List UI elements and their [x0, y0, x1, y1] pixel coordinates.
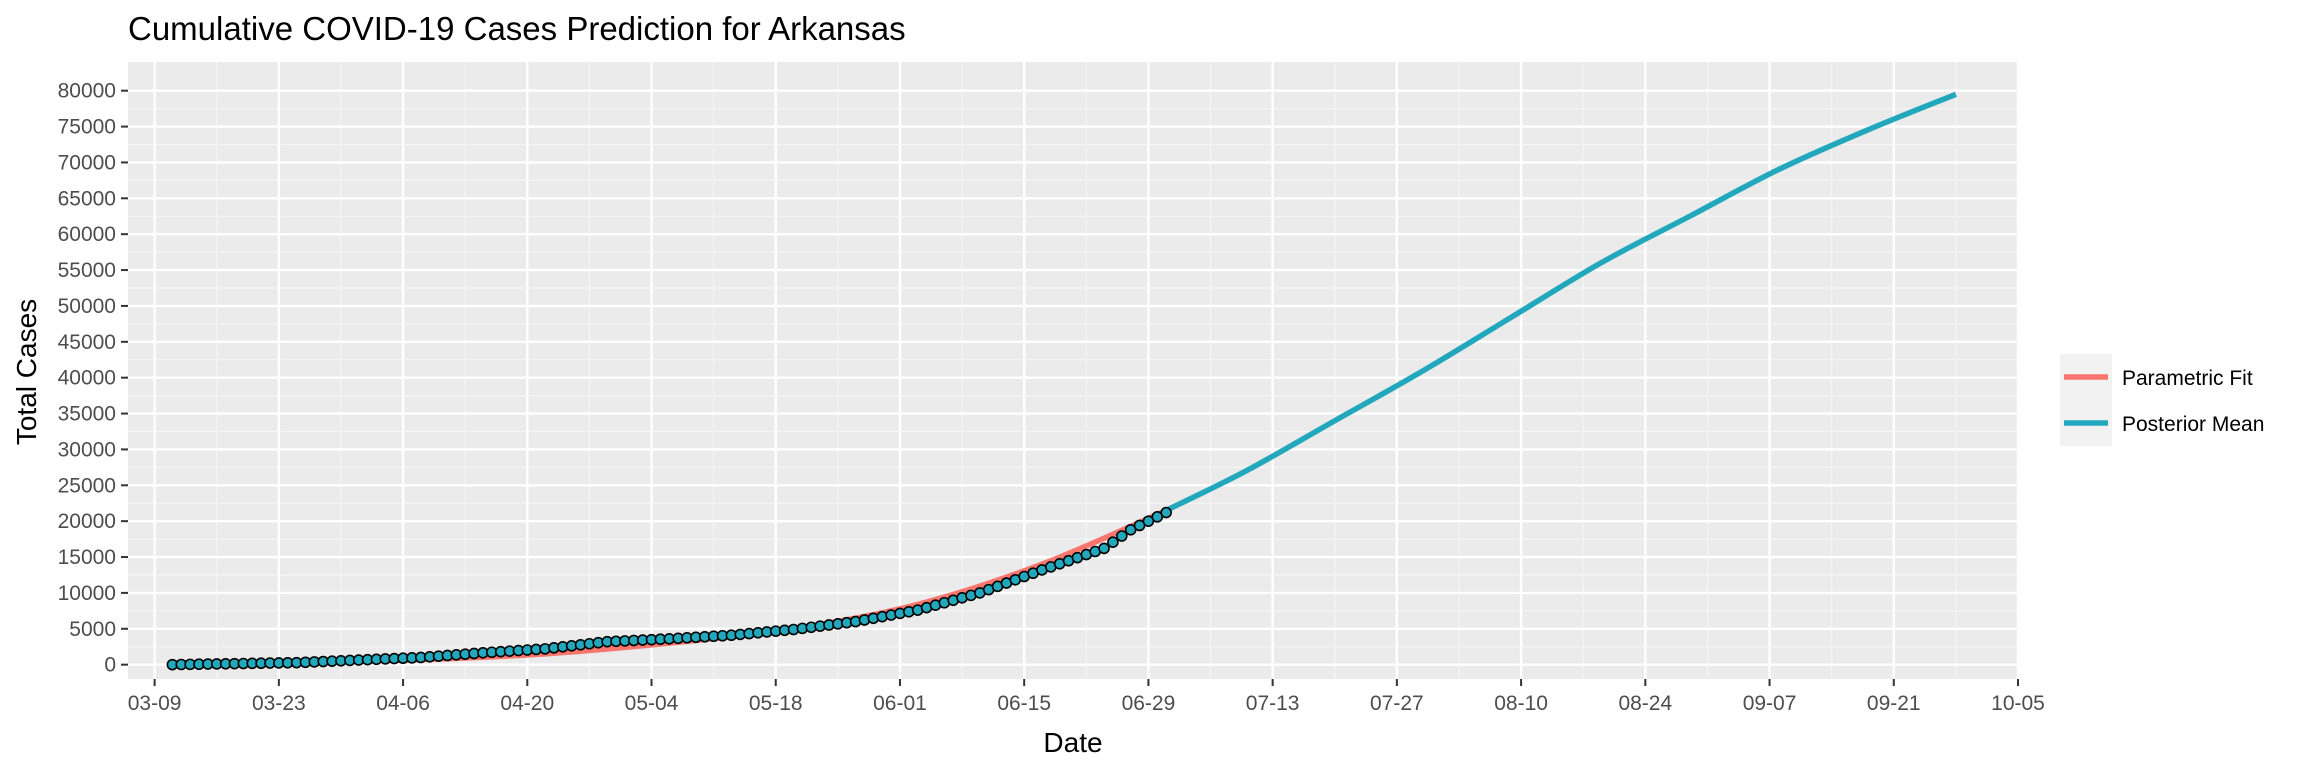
- y-tick-label: 50000: [58, 295, 116, 318]
- series-line-posterior-mean: [1164, 91, 1957, 513]
- points-layer: [166, 506, 1172, 671]
- y-tick-label: 60000: [58, 223, 116, 246]
- legend-key-background: [2060, 354, 2112, 446]
- chart-title: Cumulative COVID-19 Cases Prediction for…: [128, 10, 906, 47]
- plot-panel: [128, 62, 2018, 679]
- x-tick-label: 03-09: [128, 692, 182, 715]
- x-tick-label: 06-01: [873, 692, 927, 715]
- data-point: [1098, 542, 1110, 555]
- x-axis-title: Date: [1043, 727, 1102, 758]
- y-axis: 0 5000 10000 15000 20000 25000 30000 35000 40000…: [58, 80, 128, 677]
- y-tick-label: 0: [104, 654, 116, 677]
- legend: Parametric Fit Posterior Mean: [2060, 354, 2264, 446]
- y-tick-label: 75000: [58, 116, 116, 139]
- x-tick-label: 07-13: [1246, 692, 1300, 715]
- x-tick-label: 09-21: [1867, 692, 1921, 715]
- y-tick-label: 30000: [58, 438, 116, 461]
- x-tick-label: 06-29: [1122, 692, 1176, 715]
- x-tick-label: 08-24: [1618, 692, 1672, 715]
- legend-label-posterior-mean: Posterior Mean: [2122, 413, 2264, 436]
- y-tick-label: 25000: [58, 474, 116, 497]
- y-tick-label: 35000: [58, 403, 116, 426]
- x-axis: 03-09 03-23 04-06 04-20 05-04 05-18 06-01 06-15…: [128, 679, 2045, 715]
- data-point: [1116, 530, 1128, 542]
- x-tick-label: 04-20: [500, 692, 554, 715]
- y-tick-label: 5000: [69, 618, 116, 641]
- x-tick-label: 08-10: [1494, 692, 1548, 715]
- x-tick-label: 04-06: [376, 692, 430, 715]
- x-tick-label: 07-27: [1370, 692, 1424, 715]
- y-tick-label: 10000: [58, 582, 116, 605]
- y-axis-title: Total Cases: [11, 299, 42, 445]
- legend-label-parametric-fit: Parametric Fit: [2122, 367, 2253, 390]
- data-point: [1107, 536, 1119, 549]
- grid-major: [128, 62, 2020, 679]
- y-tick-label: 45000: [58, 331, 116, 354]
- x-tick-label: 05-04: [625, 692, 679, 715]
- y-tick-label: 20000: [58, 510, 116, 533]
- y-tick-label: 70000: [58, 151, 116, 174]
- grid-minor: [128, 62, 2018, 679]
- y-tick-label: 15000: [58, 546, 116, 569]
- x-tick-label: 10-05: [1991, 692, 2045, 715]
- y-tick-label: 40000: [58, 367, 116, 390]
- x-tick-label: 06-15: [997, 692, 1051, 715]
- y-tick-label: 65000: [58, 187, 116, 210]
- y-tick-label: 55000: [58, 259, 116, 282]
- x-tick-label: 05-18: [749, 692, 803, 715]
- x-tick-label: 09-07: [1743, 692, 1797, 715]
- x-tick-label: 03-23: [252, 692, 306, 715]
- y-tick-label: 80000: [58, 80, 116, 103]
- data-point: [1160, 506, 1172, 519]
